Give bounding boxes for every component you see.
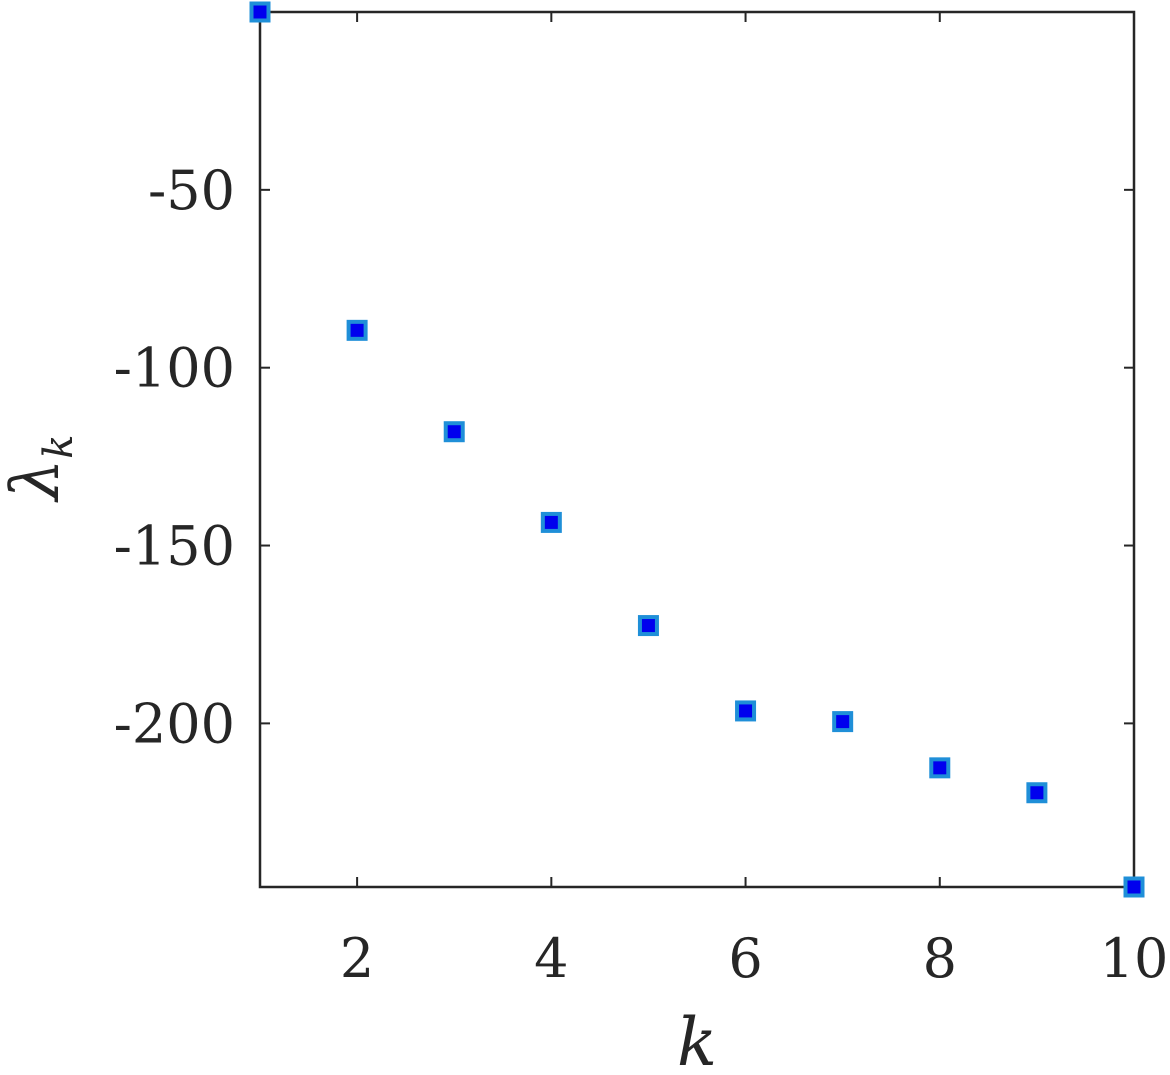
y-tick-label: -100 <box>114 337 235 400</box>
data-point <box>1026 782 1048 804</box>
y-tick-label: -50 <box>148 159 235 222</box>
y-axis-label: λk <box>0 434 82 503</box>
data-point <box>929 757 951 779</box>
y-tick-label: -200 <box>114 692 235 755</box>
x-tick-label: 2 <box>340 927 374 990</box>
data-point <box>540 511 562 533</box>
data-point <box>832 711 854 733</box>
axis-ticks: 2 4 6 8 10 -50 -100 -150 -200 <box>114 12 1169 990</box>
y-axis-label-symbol: λ <box>0 459 74 504</box>
plot-frame <box>258 10 1136 889</box>
data-point <box>735 700 757 722</box>
y-tick-label: -150 <box>114 515 235 578</box>
x-tick-label: 6 <box>728 927 762 990</box>
data-point <box>443 421 465 443</box>
x-axis-label: k <box>677 1004 717 1075</box>
plot-axes <box>258 10 1136 889</box>
data-point <box>346 319 368 341</box>
x-tick-label: 4 <box>534 927 568 990</box>
y-axis-label-subscript: k <box>36 434 82 458</box>
x-tick-label: 8 <box>923 927 957 990</box>
data-point <box>249 1 271 23</box>
data-markers <box>249 1 1145 898</box>
data-point <box>1123 876 1145 898</box>
x-tick-label: 10 <box>1100 927 1169 990</box>
data-point <box>637 615 659 637</box>
axis-labels: k λk <box>0 434 717 1075</box>
